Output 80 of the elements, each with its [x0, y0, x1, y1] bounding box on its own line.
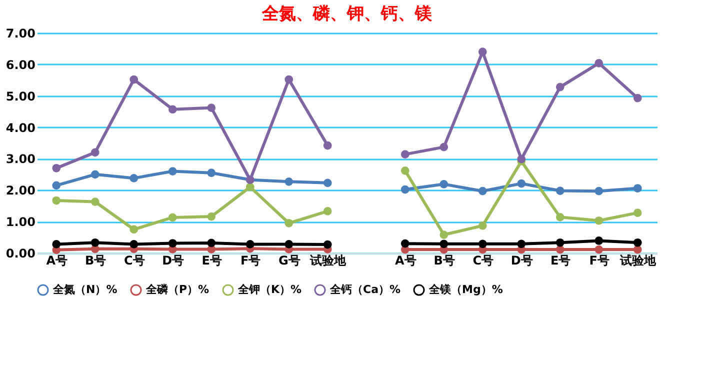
point	[633, 245, 642, 254]
legend-label: 全磷（P）%	[145, 283, 210, 296]
y-tick-label: 6.00	[6, 58, 36, 72]
point	[478, 240, 487, 248]
x-tick-label: 试验地	[309, 254, 348, 268]
point	[633, 238, 642, 247]
point	[130, 240, 138, 248]
x-tick-label: A号	[394, 254, 416, 268]
point	[207, 168, 216, 178]
point	[323, 178, 332, 188]
point	[556, 238, 564, 247]
legend-label: 全钙（Ca）%	[329, 283, 401, 296]
point	[90, 170, 100, 179]
x-tick-label: E号	[550, 254, 571, 268]
point	[246, 240, 254, 248]
x-tick-label: D号	[510, 254, 533, 268]
x-tick-label: B号	[434, 254, 455, 268]
point	[400, 185, 410, 194]
x-tick-label: A号	[46, 254, 68, 268]
point	[556, 245, 564, 254]
y-tick-label: 4.00	[6, 120, 36, 135]
x-tick-label: G号	[278, 254, 300, 268]
point	[207, 238, 216, 248]
point	[556, 212, 564, 222]
x-tick-label: F号	[589, 254, 610, 268]
point	[478, 186, 487, 196]
point	[556, 186, 564, 195]
point	[594, 216, 604, 225]
point	[400, 239, 410, 248]
point	[52, 240, 61, 248]
point	[323, 240, 332, 249]
point	[556, 82, 564, 92]
point	[284, 240, 294, 248]
point	[400, 166, 410, 175]
point	[440, 142, 448, 152]
point	[594, 186, 604, 196]
point	[517, 179, 526, 188]
legend-label: 全氮（N）%	[52, 283, 118, 296]
x-tick-label: C号	[124, 254, 145, 268]
point	[517, 240, 526, 248]
point	[284, 177, 294, 186]
point	[440, 180, 448, 188]
point	[633, 208, 642, 217]
legend-label: 全钾（K）%	[237, 283, 302, 296]
point	[633, 184, 642, 192]
x-tick-label: B号	[85, 254, 106, 268]
x-tick-label: C号	[472, 254, 494, 268]
point	[168, 105, 177, 114]
y-tick-label: 2.00	[6, 184, 36, 198]
point	[130, 75, 138, 84]
point	[478, 221, 487, 230]
x-tick-label: E号	[202, 254, 222, 268]
y-tick-label: 0.00	[6, 246, 36, 260]
chart-title: 全氮、磷、钾、钙、镁	[261, 4, 433, 24]
point	[594, 245, 604, 254]
y-tick-label: 3.00	[6, 152, 36, 166]
point	[517, 154, 526, 164]
point	[52, 164, 61, 172]
point	[90, 148, 100, 157]
y-tick-label: 5.00	[6, 89, 36, 104]
y-tick-label: 1.00	[6, 215, 36, 230]
point	[323, 141, 332, 150]
point	[594, 58, 604, 68]
point	[168, 239, 177, 248]
y-tick-label: 7.00	[6, 26, 36, 40]
point	[440, 240, 448, 248]
point	[90, 238, 100, 247]
point	[400, 150, 410, 158]
point	[440, 230, 448, 239]
x-tick-label: F号	[240, 254, 261, 268]
legend-label: 全镁（Mg）%	[428, 283, 503, 296]
point	[52, 181, 61, 190]
point	[284, 75, 294, 84]
point	[130, 174, 138, 182]
x-tick-label: D号	[162, 254, 184, 268]
point	[633, 94, 642, 102]
point	[207, 104, 216, 112]
x-tick-label: 试验地	[619, 254, 658, 268]
point	[594, 236, 604, 245]
point	[168, 167, 177, 176]
